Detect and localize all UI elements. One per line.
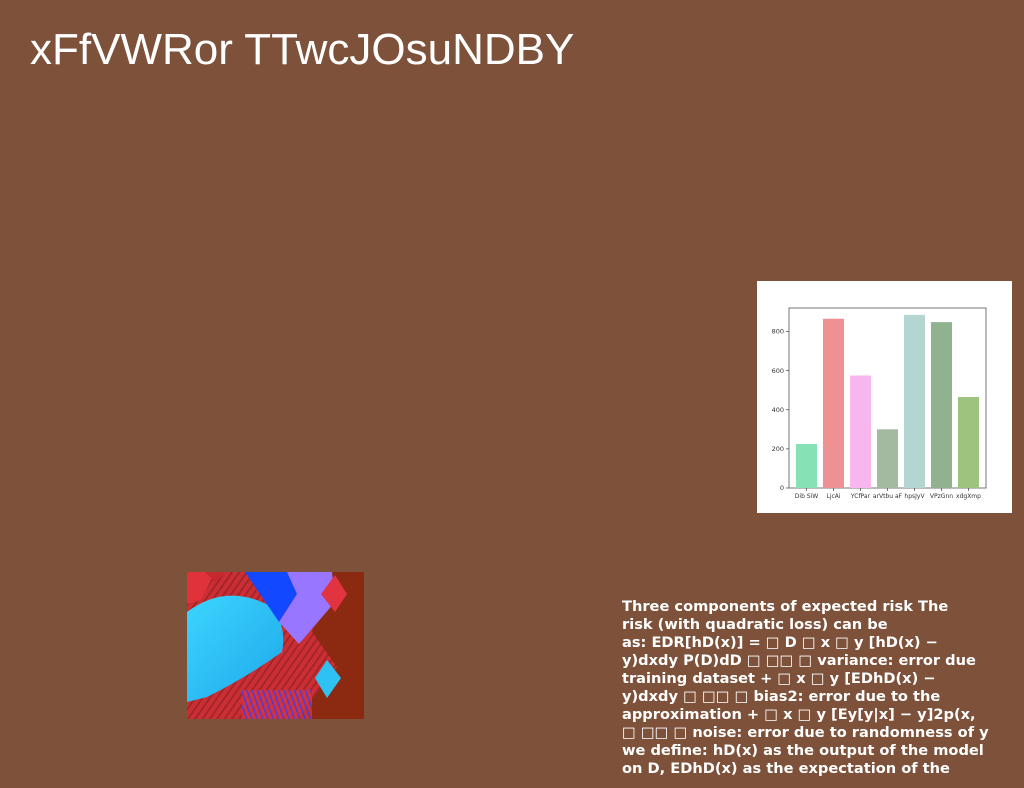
text-line: Three components of expected risk The <box>622 598 949 615</box>
x-tick-label: LjcAi <box>826 493 840 500</box>
text-line: □ □□ □ noise: error due to randomness of… <box>622 724 989 741</box>
y-tick-label: 200 <box>772 445 784 453</box>
x-tick-label: YCfPar <box>850 493 871 500</box>
bar <box>795 443 818 488</box>
image-violet-shape <box>279 572 335 644</box>
image-brown-region <box>297 572 364 719</box>
x-tick-label: hpsJyV <box>904 493 925 500</box>
image-blue-shape <box>245 572 297 622</box>
text-line: y)dxdy □ □□ □ bias2: error due to the <box>622 688 941 705</box>
y-tick-label: 600 <box>772 367 784 375</box>
image-cyan-fan <box>187 595 284 702</box>
bar-chart-svg: 0 200 400 600 800 Dib SiW LjcAi YCfPar arVtbu aF… <box>772 307 987 500</box>
bar <box>876 429 899 488</box>
y-tick-label: 400 <box>772 406 784 414</box>
bar-chart: 0 200 400 600 800 Dib SiW LjcAi YCfPar arVtbu aF… <box>757 281 1012 513</box>
expected-risk-text: Three components of expected risk The ris… <box>622 598 1024 788</box>
text-line: on D, EDhD(x) as the expectation of the <box>622 760 950 777</box>
text-line: risk (with quadratic loss) can be <box>622 616 888 633</box>
bar <box>849 375 872 488</box>
x-tick-label: xdgXmp <box>956 493 981 500</box>
y-tick-label: 800 <box>772 328 784 336</box>
image-blue-stripes <box>242 690 312 719</box>
y-tick-label: 0 <box>780 484 784 492</box>
abstract-image-svg <box>187 572 364 719</box>
text-line: y)dxdy P(D)dD □ □□ □ variance: error due <box>622 652 976 669</box>
image-red-notch <box>205 572 227 582</box>
image-cyan-diamond <box>315 660 341 698</box>
abstract-geometric-image <box>187 572 364 719</box>
image-red-diamond <box>321 575 347 612</box>
text-line: we define: hD(x) as the output of the mo… <box>622 742 984 759</box>
text-line: approximation + □ x □ y [Ey[y|x] − y]2p(… <box>622 706 976 723</box>
text-line: as: EDR[hD(x)] = □ D □ x □ y [hD(x) − <box>622 634 938 651</box>
x-tick-label: VPzGnn <box>930 493 953 500</box>
bar <box>957 397 980 488</box>
page-title: xFfVWRor TTwcJOsuNDBY <box>30 25 575 74</box>
bar <box>930 322 953 488</box>
image-red-corner <box>187 572 215 604</box>
text-line: training dataset + □ x □ y [EDhD(x) − <box>622 670 936 687</box>
bar <box>903 314 926 488</box>
x-tick-label: Dib SiW <box>795 493 818 500</box>
x-tick-label: arVtbu aF <box>873 493 903 500</box>
bar <box>822 318 845 488</box>
